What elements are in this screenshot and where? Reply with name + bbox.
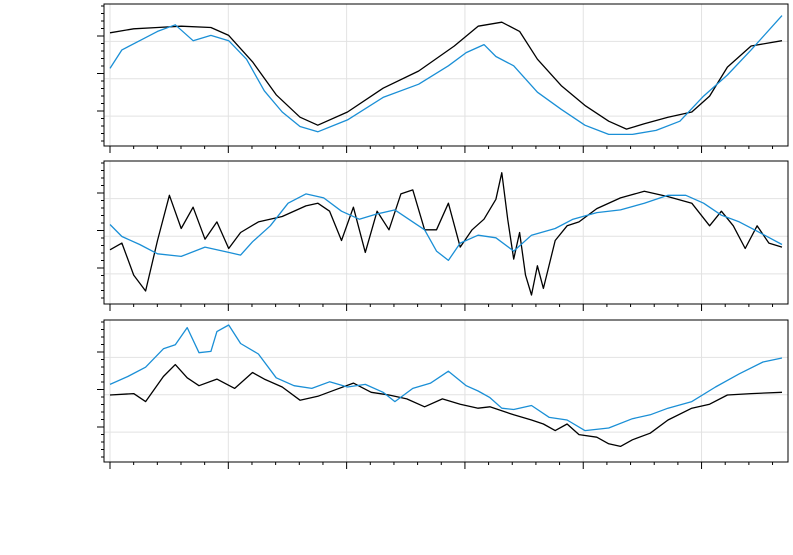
panel-1: [97, 3, 789, 153]
series-line-1: [109, 172, 783, 296]
series-line-2: [109, 193, 783, 262]
series-line-2: [109, 324, 783, 432]
panel-2: [97, 160, 789, 311]
panel-3: [97, 319, 789, 469]
series-line-2: [109, 15, 783, 136]
panel-frame: [103, 319, 789, 463]
series-line-1: [109, 21, 783, 130]
panel-frame: [103, 160, 789, 305]
panel-frame: [103, 3, 789, 147]
series-line-1: [109, 363, 783, 448]
